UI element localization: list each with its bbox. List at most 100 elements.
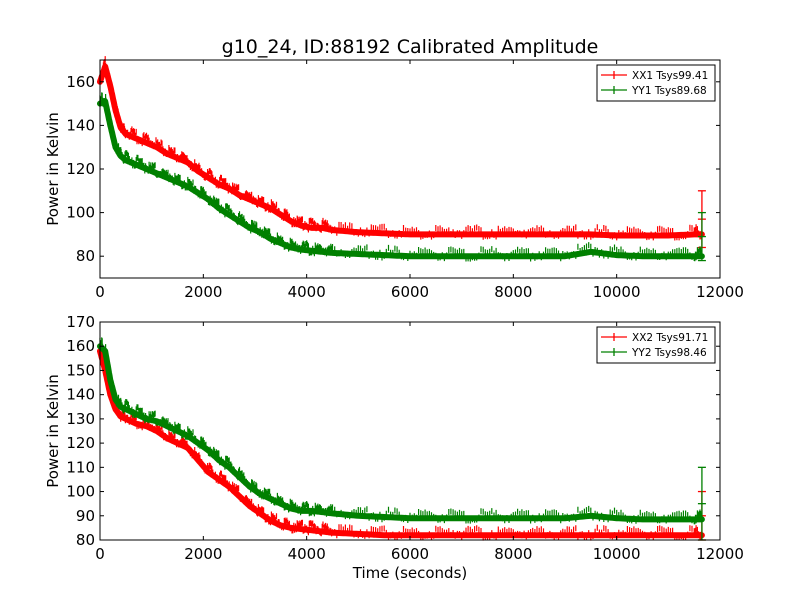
data-point	[589, 514, 593, 518]
data-point	[155, 171, 159, 175]
data-point	[108, 84, 112, 88]
data-point	[207, 448, 210, 452]
data-point	[134, 422, 138, 426]
data-point	[217, 206, 221, 210]
y-tick-label: 90	[76, 507, 95, 525]
data-point	[207, 470, 210, 474]
data-point	[227, 187, 231, 191]
data-point	[589, 250, 593, 254]
legend-label: XX1 Tsys99.41	[632, 70, 708, 82]
data-point	[227, 465, 231, 469]
x-tick-label: 2000	[184, 283, 222, 301]
data-point	[207, 198, 210, 201]
data-point	[176, 441, 179, 445]
data-point	[615, 533, 619, 537]
data-point	[114, 108, 117, 112]
data-point	[124, 417, 128, 421]
y-tick-label: 100	[66, 204, 95, 222]
data-point	[176, 156, 179, 160]
x-tick-label: 6000	[391, 545, 429, 563]
data-point	[186, 434, 190, 438]
data-point	[114, 145, 117, 149]
data-point	[289, 219, 293, 223]
data-point	[537, 516, 541, 520]
data-point	[563, 533, 567, 537]
data-point	[248, 504, 252, 508]
data-point	[269, 519, 272, 523]
data-point	[300, 224, 303, 228]
y-tick-label: 80	[76, 531, 95, 549]
data-point	[227, 213, 231, 217]
x-tick-label: 0	[95, 283, 105, 301]
data-point	[382, 515, 386, 519]
x-tick-label: 8000	[494, 545, 532, 563]
y-tick-label: 80	[76, 247, 95, 265]
x-tick-label: 12000	[696, 283, 744, 301]
data-point	[511, 232, 515, 236]
data-point	[356, 532, 360, 536]
series-2	[97, 92, 706, 262]
data-point	[486, 533, 489, 537]
data-point	[289, 507, 293, 510]
data-point	[196, 191, 200, 195]
data-point	[382, 253, 386, 257]
data-point	[134, 137, 138, 140]
data-point	[176, 180, 179, 184]
data-point	[279, 524, 283, 527]
data-point	[666, 517, 670, 521]
legend-box	[596, 64, 716, 102]
data-point	[269, 497, 272, 501]
data-point	[238, 475, 241, 479]
data-point	[310, 226, 314, 230]
data-point	[563, 254, 567, 258]
data-point	[511, 533, 515, 537]
data-point	[196, 458, 200, 462]
data-point	[408, 254, 412, 258]
data-point	[238, 193, 241, 197]
data-point	[217, 458, 221, 462]
data-point	[165, 176, 169, 180]
data-point	[486, 516, 489, 520]
data-point	[217, 477, 221, 481]
data-point	[145, 424, 148, 428]
data-point	[238, 219, 241, 223]
data-point	[258, 492, 262, 496]
data-point	[320, 510, 324, 514]
data-point	[186, 184, 190, 188]
data-point	[279, 241, 283, 245]
data-point	[186, 446, 190, 450]
y-tick-label: 120	[66, 160, 95, 178]
data-point	[641, 533, 644, 537]
data-point	[666, 533, 670, 537]
data-point	[155, 145, 159, 149]
data-point	[119, 154, 123, 158]
data-point	[269, 206, 272, 210]
data-point	[460, 232, 464, 236]
data-point	[331, 228, 334, 232]
data-point	[615, 234, 619, 237]
data-point	[165, 424, 169, 428]
data-point	[692, 517, 696, 521]
data-point	[289, 246, 293, 249]
data-point	[310, 249, 314, 253]
data-point	[320, 226, 324, 230]
x-axis-label: Time (seconds)	[352, 564, 468, 582]
data-point	[692, 533, 696, 537]
data-point	[589, 533, 593, 537]
data-point	[666, 254, 670, 258]
data-point	[196, 441, 200, 445]
data-point	[155, 429, 159, 433]
data-point	[356, 252, 360, 256]
x-tick-label: 6000	[391, 283, 429, 301]
data-point	[511, 254, 515, 258]
y-tick-label: 130	[66, 410, 95, 428]
data-point	[537, 232, 541, 236]
data-point	[615, 516, 619, 520]
y-tick-label: 170	[66, 313, 95, 331]
x-tick-label: 8000	[494, 283, 532, 301]
data-point	[165, 436, 169, 440]
data-point	[165, 152, 169, 156]
data-point	[408, 232, 412, 236]
x-tick-label: 10000	[593, 283, 641, 301]
y-axis-label: Power in Kelvin	[44, 112, 62, 226]
